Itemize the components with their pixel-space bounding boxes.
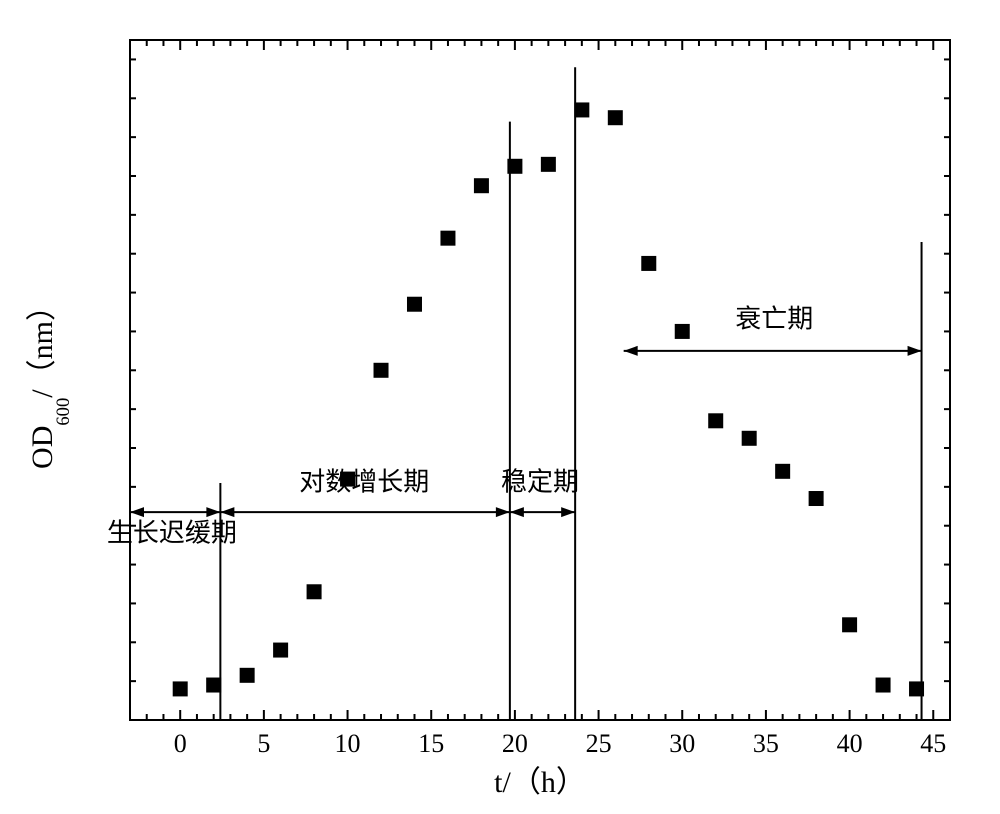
data-point bbox=[307, 584, 322, 599]
phase-label: 衰亡期 bbox=[735, 305, 813, 334]
data-point bbox=[876, 678, 891, 693]
x-tick-label: 35 bbox=[753, 729, 779, 758]
data-point bbox=[206, 678, 221, 693]
x-tick-label: 40 bbox=[837, 729, 863, 758]
data-point bbox=[842, 617, 857, 632]
phase-label: 对数增长期 bbox=[299, 468, 429, 497]
data-point bbox=[474, 178, 489, 193]
data-point bbox=[240, 668, 255, 683]
data-point bbox=[407, 297, 422, 312]
data-point bbox=[775, 464, 790, 479]
data-point bbox=[173, 681, 188, 696]
x-tick-label: 25 bbox=[586, 729, 612, 758]
data-point bbox=[541, 157, 556, 172]
data-point bbox=[708, 413, 723, 428]
x-tick-label: 0 bbox=[174, 729, 187, 758]
data-point bbox=[608, 110, 623, 125]
svg-text:OD600/（nm）: OD600/（nm） bbox=[26, 291, 74, 469]
data-point bbox=[675, 324, 690, 339]
phase-label: 稳定期 bbox=[501, 468, 579, 497]
x-tick-label: 30 bbox=[669, 729, 695, 758]
data-point bbox=[340, 472, 355, 487]
data-point bbox=[641, 256, 656, 271]
data-point bbox=[440, 231, 455, 246]
phase-label: 生长迟缓期 bbox=[107, 518, 237, 547]
data-point bbox=[809, 491, 824, 506]
x-tick-label: 10 bbox=[335, 729, 361, 758]
data-point bbox=[909, 681, 924, 696]
data-point bbox=[374, 363, 389, 378]
data-point bbox=[742, 431, 757, 446]
x-tick-label: 15 bbox=[418, 729, 444, 758]
x-tick-label: 20 bbox=[502, 729, 528, 758]
x-axis-label: t/（h） bbox=[494, 766, 586, 799]
x-tick-label: 5 bbox=[257, 729, 270, 758]
data-point bbox=[574, 102, 589, 117]
data-point bbox=[507, 159, 522, 174]
growth-curve-chart: 0 5 10 15 20 25 30 35 40 45 t/（h） OD600/（nm） 生长迟缓期 对数… bbox=[0, 0, 1000, 814]
y-axis-label: OD600/（nm） bbox=[26, 291, 74, 469]
x-tick-label: 45 bbox=[920, 729, 946, 758]
data-point bbox=[273, 643, 288, 658]
